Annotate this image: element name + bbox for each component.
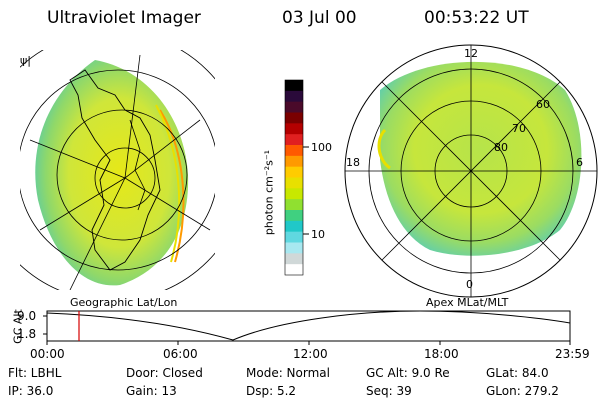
apex-caption: Apex MLat/MLT <box>426 296 509 309</box>
info-gc-alt: GC Alt: 9.0 Re <box>366 366 450 380</box>
mlat-label-80: 80 <box>494 141 508 154</box>
mlt-label-12: 12 <box>464 47 478 60</box>
image-time: 00:53:22 UT <box>424 8 529 28</box>
colorbar-band <box>285 134 303 146</box>
colorbar-band <box>285 188 303 200</box>
altitude-xtick-1200: 12:00 <box>293 347 328 361</box>
altitude-xtick-0600: 06:00 <box>163 347 198 361</box>
colorbar-band <box>285 80 303 92</box>
info-filter: Flt: LBHL <box>8 366 62 380</box>
mlt-label-6: 6 <box>576 156 583 169</box>
colorbar-band <box>285 199 303 211</box>
colorbar-band <box>285 253 303 265</box>
colorbar <box>285 80 303 276</box>
altitude-xtick-0000: 00:00 <box>30 347 65 361</box>
coastline <box>69 69 161 271</box>
info-glon: GLon: 279.2 <box>486 384 559 398</box>
info-door: Door: Closed <box>126 366 203 380</box>
altitude-xtick-1800: 18:00 <box>424 347 459 361</box>
mlt-label-0: 0 <box>466 278 473 291</box>
colorbar-band <box>285 264 303 276</box>
colorbar-band <box>285 101 303 113</box>
instrument-title: Ultraviolet Imager <box>47 8 201 28</box>
colorbar-band <box>285 166 303 178</box>
image-date: 03 Jul 00 <box>282 8 357 28</box>
altitude-curve <box>46 310 571 341</box>
mlt-label-18: 18 <box>346 156 360 169</box>
altitude-ytick-high: 9.0 <box>17 309 37 323</box>
colorbar-unit-label: photon cm⁻²s⁻¹ <box>262 149 276 236</box>
info-glat: GLat: 84.0 <box>486 366 549 380</box>
colorbar-band <box>285 220 303 233</box>
info-seq: Seq: 39 <box>366 384 412 398</box>
colorbar-band <box>285 242 303 254</box>
info-mode: Mode: Normal <box>246 366 330 380</box>
info-gain: Gain: 13 <box>126 384 177 398</box>
colorbar-band <box>285 123 303 135</box>
colorbar-band <box>285 177 303 189</box>
colorbar-tick-100: 100 <box>311 141 332 154</box>
polar-image <box>344 44 598 298</box>
mlat-label-60: 60 <box>536 98 550 111</box>
colorbar-band <box>285 231 303 243</box>
colorbar-band <box>285 155 303 168</box>
corner-mark: ψ| <box>20 54 31 67</box>
info-ip: IP: 36.0 <box>8 384 54 398</box>
colorbar-band <box>285 90 303 103</box>
info-dsp: Dsp: 5.2 <box>246 384 297 398</box>
altitude-ytick-low: 1.8 <box>17 327 37 341</box>
mlat-label-70: 70 <box>512 122 526 135</box>
altitude-xtick-2359: 23:59 <box>555 347 590 361</box>
colorbar-band <box>285 145 303 157</box>
altitude-plot-frame <box>46 310 571 342</box>
colorbar-tick-10: 10 <box>311 228 325 241</box>
geographic-image <box>20 50 215 290</box>
geographic-caption: Geographic Lat/Lon <box>70 296 178 309</box>
colorbar-band <box>285 112 303 124</box>
colorbar-band <box>285 210 303 222</box>
